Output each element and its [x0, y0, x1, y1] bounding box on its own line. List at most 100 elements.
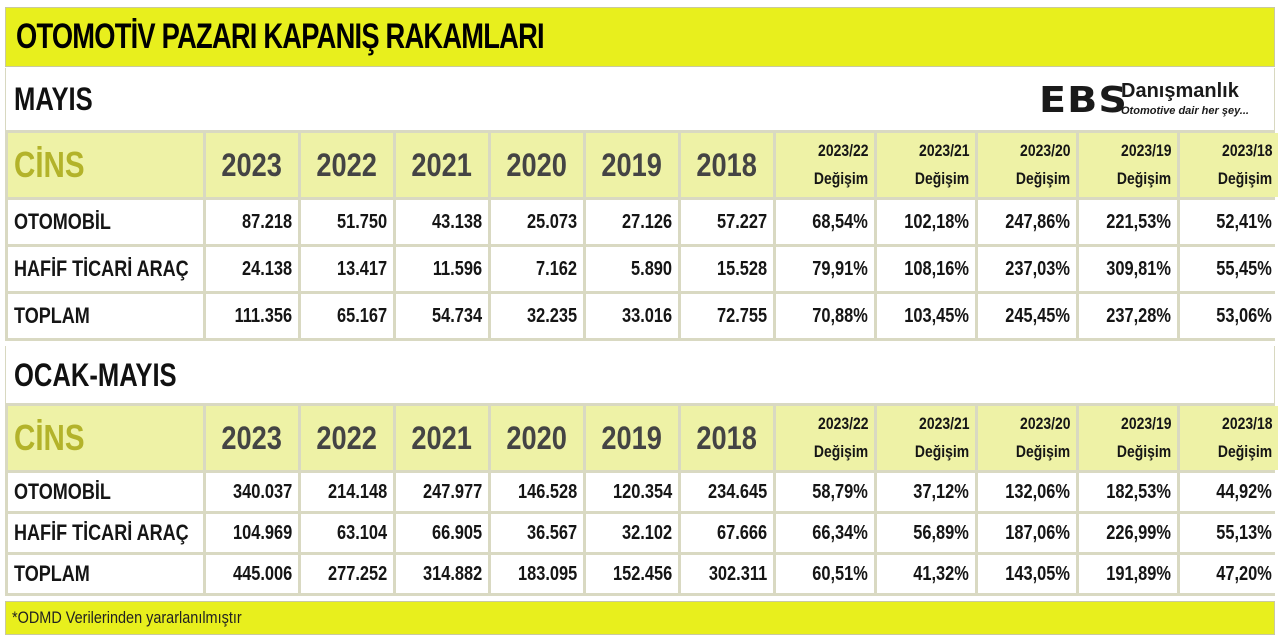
- row-value-text: 104.969: [232, 521, 292, 544]
- header-change: 2023/20 Değişim: [978, 406, 1076, 470]
- row-change-text: 60,51%: [812, 562, 868, 585]
- row-value: 27.126: [586, 200, 678, 244]
- footnote: *ODMD Verilerinden yararlanılmıştır: [12, 608, 242, 627]
- change-label: Değişim: [782, 438, 868, 466]
- header-year-text: 2023: [221, 419, 283, 456]
- table-jan-may: CİNS 2023 2022 2021 2020 2019 2018 2023/22 Değiş…: [5, 403, 1278, 596]
- row-value: 104.969: [206, 514, 298, 552]
- header-year-text: 2020: [506, 146, 568, 183]
- section-header-jan-may: OCAK-MAYIS: [5, 346, 1275, 404]
- row-change: 237,28%: [1079, 294, 1177, 338]
- header-type: CİNS: [8, 406, 203, 470]
- row-value-text: 214.148: [327, 480, 387, 503]
- footnote-bar: *ODMD Verilerinden yararlanılmıştır: [5, 601, 1275, 635]
- change-period-text: 2023/19: [1120, 141, 1171, 160]
- row-change-text: 41,32%: [913, 562, 969, 585]
- row-value-text: 183.095: [517, 562, 577, 585]
- row-value: 152.456: [586, 555, 678, 593]
- row-value-text: 72.755: [716, 304, 767, 327]
- row-change: 103,45%: [877, 294, 975, 338]
- row-value: 32.102: [586, 514, 678, 552]
- change-period-text: 2023/20: [1019, 141, 1070, 160]
- row-type-text: OTOMOBİL: [14, 479, 111, 504]
- row-change: 68,54%: [776, 200, 874, 244]
- change-label-text: Değişim: [1217, 169, 1272, 188]
- row-value: 111.356: [206, 294, 298, 338]
- row-value: 214.148: [301, 473, 393, 511]
- ebs-logo: EBS Danışmanlık Otomotive dair her şey..…: [1039, 76, 1264, 122]
- row-value: 63.104: [301, 514, 393, 552]
- row-change-text: 247,86%: [1005, 210, 1070, 233]
- row-value-text: 340.037: [232, 480, 292, 503]
- header-year-text: 2019: [601, 419, 663, 456]
- row-change: 226,99%: [1079, 514, 1177, 552]
- header-year: 2021: [396, 406, 488, 470]
- change-period: 2023/21: [883, 137, 969, 165]
- row-type: OTOMOBİL: [8, 200, 203, 244]
- table-may: CİNS 2023 2022 2021 2020 2019 2018 2023/22 Değiş…: [5, 130, 1278, 341]
- row-value: 183.095: [491, 555, 583, 593]
- logo-tagline: Otomotive dair her şey...: [1121, 105, 1249, 117]
- row-value: 13.417: [301, 247, 393, 291]
- row-value: 24.138: [206, 247, 298, 291]
- change-period-text: 2023/21: [918, 414, 969, 433]
- row-type: HAFİF TİCARİ ARAÇ: [8, 514, 203, 552]
- header-year-text: 2018: [696, 146, 758, 183]
- row-value-text: 111.356: [234, 304, 292, 327]
- row-change: 58,79%: [776, 473, 874, 511]
- row-change: 55,13%: [1180, 514, 1278, 552]
- header-year: 2022: [301, 406, 393, 470]
- row-change: 66,34%: [776, 514, 874, 552]
- row-change: 47,20%: [1180, 555, 1278, 593]
- row-value: 247.977: [396, 473, 488, 511]
- row-value: 25.073: [491, 200, 583, 244]
- change-label: Değişim: [1085, 165, 1171, 193]
- row-change-text: 108,16%: [904, 257, 969, 280]
- row-change-text: 70,88%: [812, 304, 868, 327]
- row-change-text: 237,28%: [1106, 304, 1171, 327]
- change-label: Değişim: [782, 165, 868, 193]
- row-value: 33.016: [586, 294, 678, 338]
- row-type: HAFİF TİCARİ ARAÇ: [8, 247, 203, 291]
- header-change: 2023/22 Değişim: [776, 133, 874, 197]
- header-year: 2018: [681, 133, 773, 197]
- row-value-text: 445.006: [232, 562, 292, 585]
- change-period: 2023/19: [1085, 410, 1171, 438]
- row-change: 143,05%: [978, 555, 1076, 593]
- header-type-text: CİNS: [14, 417, 85, 458]
- row-value-text: 24.138: [241, 257, 292, 280]
- header-year-text: 2021: [411, 419, 473, 456]
- row-value: 65.167: [301, 294, 393, 338]
- row-value: 36.567: [491, 514, 583, 552]
- header-change: 2023/19 Değişim: [1079, 133, 1177, 197]
- row-change: 187,06%: [978, 514, 1076, 552]
- header-type-text: CİNS: [14, 144, 85, 185]
- change-label-text: Değişim: [1015, 169, 1070, 188]
- change-label: Değişim: [883, 438, 969, 466]
- change-period-text: 2023/18: [1221, 414, 1272, 433]
- row-value-text: 120.354: [612, 480, 672, 503]
- change-period-text: 2023/22: [817, 414, 868, 433]
- row-change-text: 103,45%: [904, 304, 969, 327]
- change-label: Değişim: [1085, 438, 1171, 466]
- change-period-text: 2023/21: [918, 141, 969, 160]
- row-value-text: 247.977: [422, 480, 482, 503]
- change-label-text: Değişim: [914, 169, 969, 188]
- logo-brand: EBS: [1039, 80, 1129, 121]
- row-value: 234.645: [681, 473, 773, 511]
- page-title-bar: OTOMOTİV PAZARI KAPANIŞ RAKAMLARI: [5, 7, 1275, 67]
- row-value-text: 234.645: [707, 480, 767, 503]
- row-type-text: TOPLAM: [14, 303, 90, 328]
- row-change-text: 132,06%: [1005, 480, 1070, 503]
- row-value-text: 87.218: [241, 210, 292, 233]
- row-change: 132,06%: [978, 473, 1076, 511]
- change-period: 2023/19: [1085, 137, 1171, 165]
- row-value-text: 15.528: [716, 257, 767, 280]
- row-value-text: 63.104: [336, 521, 387, 544]
- table-row: OTOMOBİL 340.037 214.148 247.977 146.528 120.…: [8, 473, 1278, 511]
- table-row: HAFİF TİCARİ ARAÇ 104.969 63.104 66.905 36.5…: [8, 514, 1278, 552]
- header-change: 2023/21 Değişim: [877, 133, 975, 197]
- row-value-text: 11.596: [432, 257, 482, 280]
- row-change-text: 37,12%: [913, 480, 969, 503]
- row-type-text: HAFİF TİCARİ ARAÇ: [14, 520, 189, 545]
